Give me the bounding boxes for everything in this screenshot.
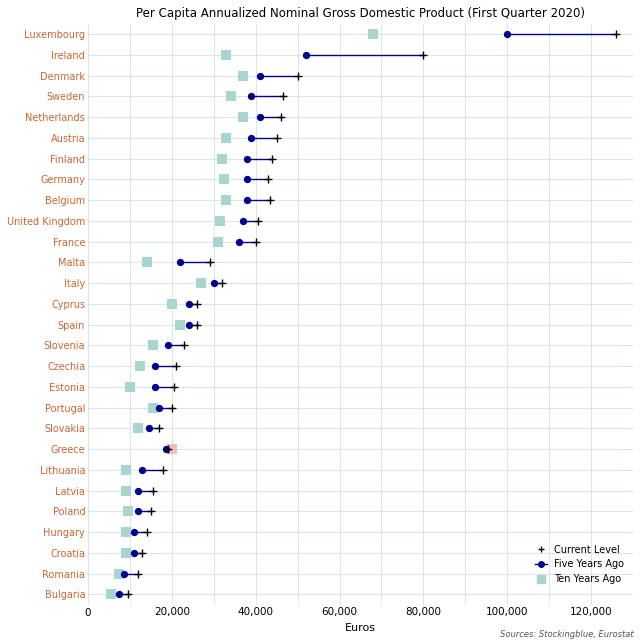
Point (133, 568, 143, 579)
Point (158, 465, 168, 475)
Point (150, 361, 160, 371)
Point (179, 340, 189, 351)
Point (221, 133, 232, 143)
X-axis label: Euros: Euros (345, 623, 376, 633)
Point (246, 133, 257, 143)
Point (106, 589, 116, 600)
Point (213, 237, 223, 247)
Point (120, 465, 131, 475)
Point (120, 527, 131, 537)
Point (169, 382, 179, 392)
Point (242, 195, 252, 205)
Point (138, 465, 148, 475)
Point (204, 257, 214, 268)
Point (238, 70, 248, 81)
Point (263, 174, 273, 184)
Point (301, 50, 311, 60)
Point (238, 216, 248, 226)
Point (192, 319, 202, 330)
Point (184, 319, 194, 330)
Point (292, 70, 303, 81)
Point (502, 29, 513, 40)
Point (242, 154, 252, 164)
Point (215, 216, 225, 226)
Point (253, 216, 263, 226)
Point (150, 382, 160, 392)
Legend: Current Level, Five Years Ago, Ten Years Ago: Current Level, Five Years Ago, Ten Years… (531, 541, 628, 588)
Point (611, 29, 621, 40)
Point (217, 154, 227, 164)
Point (118, 568, 129, 579)
Point (120, 548, 131, 558)
Point (217, 278, 227, 288)
Point (129, 527, 140, 537)
Point (221, 50, 232, 60)
Point (115, 589, 125, 600)
Point (148, 340, 158, 351)
Point (192, 299, 202, 309)
Point (125, 382, 135, 392)
Point (138, 548, 148, 558)
Point (143, 423, 154, 433)
Point (209, 278, 219, 288)
Point (141, 257, 152, 268)
Point (133, 423, 143, 433)
Point (419, 50, 429, 60)
Text: Sources: Stockingblue, Eurostat: Sources: Stockingblue, Eurostat (500, 630, 634, 639)
Point (133, 486, 143, 496)
Point (146, 506, 156, 516)
Point (148, 486, 158, 496)
Point (251, 237, 261, 247)
Point (129, 548, 140, 558)
Point (278, 92, 288, 102)
Point (163, 340, 173, 351)
Point (265, 195, 275, 205)
Point (135, 361, 145, 371)
Point (221, 195, 232, 205)
Point (255, 70, 265, 81)
Point (115, 568, 125, 579)
Point (120, 486, 131, 496)
Point (225, 92, 236, 102)
Point (154, 423, 164, 433)
Point (161, 444, 171, 454)
Point (368, 29, 378, 40)
Point (196, 278, 206, 288)
Point (234, 237, 244, 247)
Title: Per Capita Annualized Nominal Gross Domestic Product (First Quarter 2020): Per Capita Annualized Nominal Gross Dome… (136, 7, 585, 20)
Point (276, 112, 286, 122)
Point (171, 361, 181, 371)
Point (133, 506, 143, 516)
Point (123, 506, 133, 516)
Point (123, 589, 133, 600)
Point (268, 154, 278, 164)
Point (238, 112, 248, 122)
Point (154, 403, 164, 413)
Point (271, 133, 282, 143)
Point (246, 92, 257, 102)
Point (141, 527, 152, 537)
Point (219, 174, 229, 184)
Point (175, 257, 186, 268)
Point (184, 299, 194, 309)
Point (166, 299, 177, 309)
Point (163, 444, 173, 454)
Point (255, 112, 265, 122)
Point (148, 403, 158, 413)
Point (175, 319, 186, 330)
Point (242, 174, 252, 184)
Point (166, 444, 177, 454)
Point (166, 403, 177, 413)
